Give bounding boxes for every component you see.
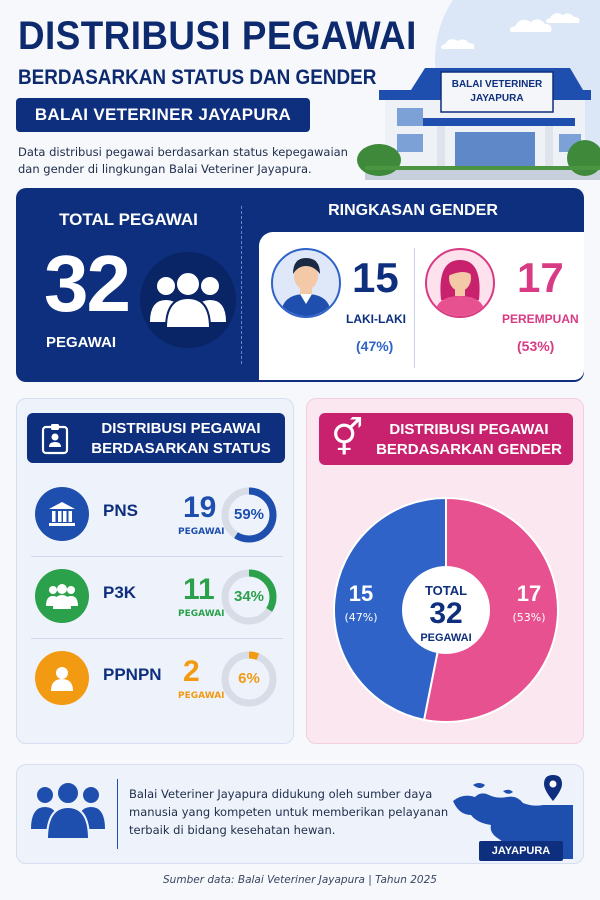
- status-row-ppnpn: PPNPN 2 PEGAWAI 6%: [31, 641, 283, 721]
- status-unit: PEGAWAI: [178, 527, 225, 537]
- gender-title-line2: BERDASARKAN GENDER: [376, 441, 562, 458]
- donut-male-value: 15: [349, 581, 373, 606]
- donut-center-unit: PEGAWAI: [420, 632, 471, 644]
- status-ring: [221, 487, 277, 543]
- gender-summary-panel: 15 LAKI-LAKI (47%) 17 PEREMPUAN (53%): [259, 232, 584, 380]
- female-avatar-icon: [425, 248, 495, 318]
- total-unit: PEGAWAI: [46, 334, 117, 351]
- total-value: 32: [44, 239, 131, 328]
- people-icon: [35, 569, 89, 623]
- divider: [414, 248, 415, 368]
- status-ring: [221, 569, 277, 625]
- building-sign-line2: JAYAPURA: [470, 93, 523, 104]
- status-title-line2: BERDASARKAN STATUS: [91, 440, 271, 457]
- gender-distribution-card: ⚥ DISTRIBUSI PEGAWAI BERDASARKAN GENDER …: [306, 398, 584, 744]
- building-sign-line1: BALAI VETERINER: [452, 79, 543, 90]
- status-title-line1: DISTRIBUSI PEGAWAI: [101, 420, 261, 437]
- donut-center-value: 32: [429, 597, 462, 630]
- donut-female-value: 17: [517, 581, 541, 606]
- people-group-icon: [31, 781, 105, 840]
- location-pin-icon: [544, 775, 562, 801]
- female-percent: (53%): [517, 338, 555, 354]
- male-count: 15: [352, 254, 399, 301]
- status-card-header: DISTRIBUSI PEGAWAI BERDASARKAN STATUS: [27, 413, 285, 463]
- org-badge: BALAI VETERINER JAYAPURA: [16, 98, 310, 132]
- gender-title-line1: DISTRIBUSI PEGAWAI: [389, 421, 549, 438]
- status-count: 11: [183, 573, 215, 606]
- male-percent: (47%): [356, 338, 394, 354]
- footer-text: Balai Veteriner Jayapura didukung oleh s…: [129, 787, 449, 837]
- status-card: DISTRIBUSI PEGAWAI BERDASARKAN STATUS PN…: [16, 398, 294, 744]
- donut-center-label: TOTAL: [425, 583, 467, 598]
- status-count: 2: [183, 655, 200, 688]
- status-percent: 59%: [233, 506, 265, 523]
- status-percent: 34%: [233, 588, 265, 605]
- male-label: LAKI-LAKI: [346, 312, 406, 326]
- source-note: Sumber data: Balai Veteriner Jayapura | …: [163, 874, 437, 886]
- status-row-pns: PNS 19 PEGAWAI 59%: [31, 477, 283, 557]
- donut-female-pct: (53%): [512, 611, 545, 624]
- donut-slice-male: [333, 496, 447, 722]
- status-count: 19: [183, 491, 217, 524]
- total-label: TOTAL PEGAWAI: [59, 210, 198, 229]
- page-description: Data distribusi pegawai berdasarkan stat…: [18, 145, 348, 176]
- id-badge-icon: [41, 424, 69, 455]
- gender-symbol-icon: ⚥: [331, 418, 364, 459]
- people-group-icon: [140, 252, 236, 348]
- status-name: P3K: [103, 583, 137, 602]
- government-building-icon: [35, 487, 89, 541]
- status-percent: 6%: [238, 670, 260, 687]
- status-name: PNS: [103, 501, 138, 520]
- status-unit: PEGAWAI: [178, 691, 225, 701]
- divider: [117, 779, 118, 849]
- ring-progress: [221, 569, 277, 625]
- status-ring: [221, 651, 277, 707]
- gender-donut-chart: TOTAL 32 PEGAWAI 15 (47%) 17 (53%): [333, 496, 559, 723]
- page-title: DISTRIBUSI PEGAWAI: [18, 14, 417, 58]
- ring-progress: [221, 651, 277, 707]
- divider: [241, 206, 242, 364]
- map-label: JAYAPURA: [479, 841, 563, 861]
- page-subtitle: BERDASARKAN STATUS DAN GENDER: [18, 66, 377, 89]
- status-name: PPNPN: [103, 665, 162, 684]
- status-row-p3k: P3K 11 PEGAWAI 34%: [31, 559, 283, 639]
- donut-hole: [402, 566, 490, 654]
- male-avatar-icon: [271, 248, 341, 318]
- person-icon: [35, 651, 89, 705]
- female-label: PEREMPUAN: [502, 312, 579, 326]
- building-illustration: BALAI VETERINER JAYAPURA: [357, 0, 600, 180]
- footer-card: Balai Veteriner Jayapura didukung oleh s…: [16, 764, 584, 864]
- gender-summary-title: RINGKASAN GENDER: [328, 202, 498, 219]
- gender-card-header: ⚥ DISTRIBUSI PEGAWAI BERDASARKAN GENDER: [319, 413, 573, 465]
- summary-card: TOTAL PEGAWAI 32 PEGAWAI RINGKASAN GENDE…: [16, 188, 584, 382]
- female-count: 17: [517, 254, 564, 301]
- ring-progress: [221, 487, 277, 543]
- status-unit: PEGAWAI: [178, 609, 225, 619]
- donut-male-pct: (47%): [344, 611, 377, 624]
- donut-slice-female: [422, 496, 559, 723]
